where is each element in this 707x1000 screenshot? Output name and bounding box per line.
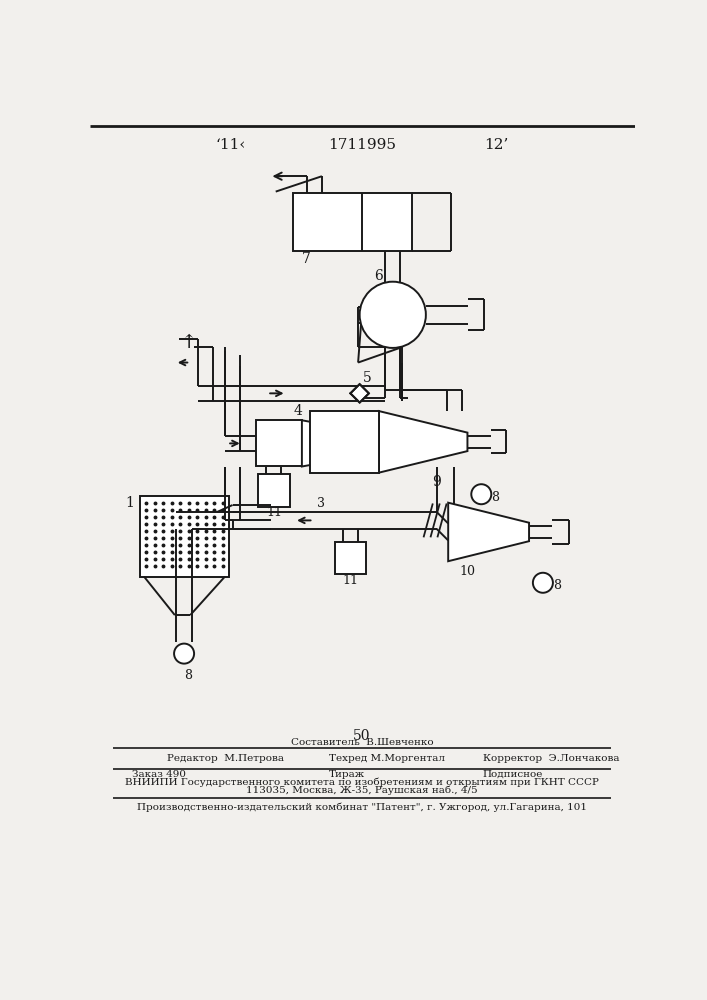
Text: Составитель  В.Шевченко: Составитель В.Шевченко xyxy=(291,738,433,747)
Bar xyxy=(140,496,229,577)
Text: 6: 6 xyxy=(375,269,383,283)
Circle shape xyxy=(472,484,491,504)
Text: 4: 4 xyxy=(293,404,303,418)
Text: Корректор  Э.Лончакова: Корректор Э.Лончакова xyxy=(483,754,619,763)
Text: 8: 8 xyxy=(491,491,499,504)
Text: 8: 8 xyxy=(184,669,192,682)
Text: 113035, Москва, Ж-35, Раушская наб., 4/5: 113035, Москва, Ж-35, Раушская наб., 4/5 xyxy=(246,785,478,795)
Bar xyxy=(293,193,412,251)
Polygon shape xyxy=(302,420,379,466)
Text: 8: 8 xyxy=(553,579,561,592)
Text: 1: 1 xyxy=(125,496,134,510)
Bar xyxy=(335,542,366,574)
Text: 5: 5 xyxy=(363,371,372,385)
Text: 12’: 12’ xyxy=(484,138,508,152)
Circle shape xyxy=(360,282,426,348)
Text: 7: 7 xyxy=(302,252,311,266)
Text: Редактор  М.Петрова: Редактор М.Петрова xyxy=(167,754,284,763)
Text: 11: 11 xyxy=(342,574,358,587)
Text: ВНИИПИ Государственного комитета по изобретениям и открытиям при ГКНТ СССР: ВНИИПИ Государственного комитета по изоб… xyxy=(125,777,599,787)
Text: Техред М.Моргентал: Техред М.Моргентал xyxy=(329,754,445,763)
Text: 10: 10 xyxy=(460,565,475,578)
Text: Производственно-издательский комбинат "Патент", г. Ужгород, ул.Гагарина, 101: Производственно-издательский комбинат "П… xyxy=(137,802,587,812)
Bar xyxy=(256,420,302,466)
Text: 1711995: 1711995 xyxy=(328,138,396,152)
Circle shape xyxy=(174,644,194,664)
Text: Подписное: Подписное xyxy=(483,770,543,779)
Bar xyxy=(310,411,379,473)
Bar xyxy=(258,474,291,507)
Text: 9: 9 xyxy=(432,475,441,489)
Text: ‘11‹: ‘11‹ xyxy=(216,138,246,152)
Polygon shape xyxy=(351,384,369,403)
Circle shape xyxy=(533,573,553,593)
Polygon shape xyxy=(448,503,529,561)
Text: 11: 11 xyxy=(266,506,282,519)
Text: 50: 50 xyxy=(354,729,370,743)
Polygon shape xyxy=(379,411,467,473)
Text: Тираж: Тираж xyxy=(329,770,365,779)
Text: ↑: ↑ xyxy=(180,334,197,352)
Text: Заказ 490: Заказ 490 xyxy=(132,770,187,779)
Text: 3: 3 xyxy=(317,497,325,510)
